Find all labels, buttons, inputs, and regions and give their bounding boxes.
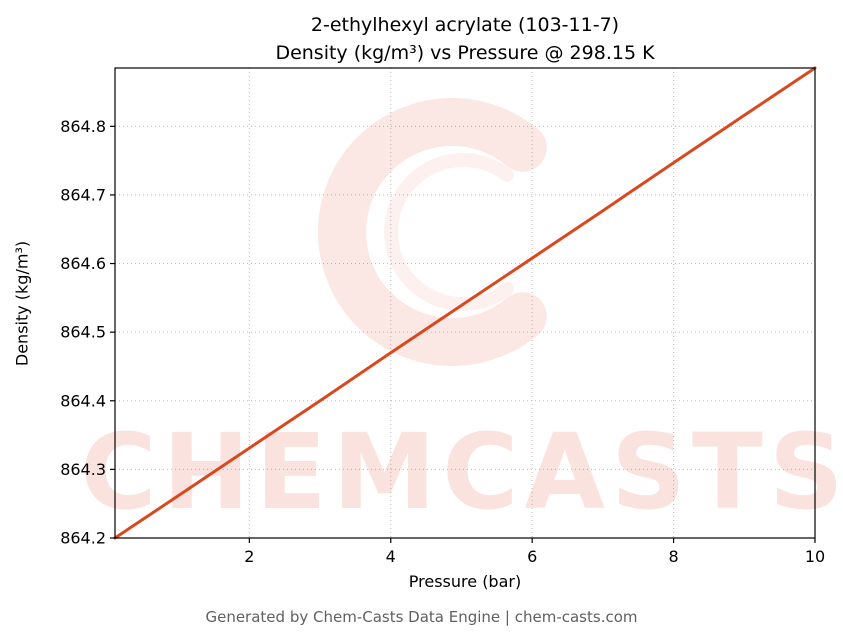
x-axis-label: Pressure (bar) [408, 572, 522, 591]
chart-title-line2: Density (kg/m³) vs Pressure @ 298.15 K [275, 41, 655, 64]
x-tick-label: 8 [668, 547, 678, 566]
chart-title: 2-ethylhexyl acrylate (103-11-7) Density… [115, 12, 815, 67]
plot-frame [114, 67, 816, 539]
y-tick-label: 864.4 [60, 391, 106, 410]
x-tick-label: 2 [244, 547, 254, 566]
watermark-logo-inner-icon [384, 153, 514, 311]
y-tick-label: 864.8 [60, 117, 106, 136]
y-tick-label: 864.6 [60, 254, 106, 273]
watermark-logo-icon [318, 98, 547, 366]
y-axis-label: Density (kg/m³) [12, 240, 32, 367]
y-tick-label: 864.5 [60, 323, 106, 342]
y-tick-label: 864.2 [60, 529, 106, 548]
y-tick-label: 864.3 [60, 460, 106, 479]
x-tick-label: 6 [527, 547, 537, 566]
watermark-text: CHEMCASTS [80, 411, 843, 533]
footer-credit: Generated by Chem-Casts Data Engine | ch… [205, 608, 638, 626]
chart-title-line1: 2-ethylhexyl acrylate (103-11-7) [310, 14, 620, 36]
density-line [113, 66, 817, 540]
y-tick-label: 864.7 [60, 185, 106, 204]
x-tick-label: 4 [386, 547, 396, 566]
x-tick-label: 10 [805, 547, 825, 566]
